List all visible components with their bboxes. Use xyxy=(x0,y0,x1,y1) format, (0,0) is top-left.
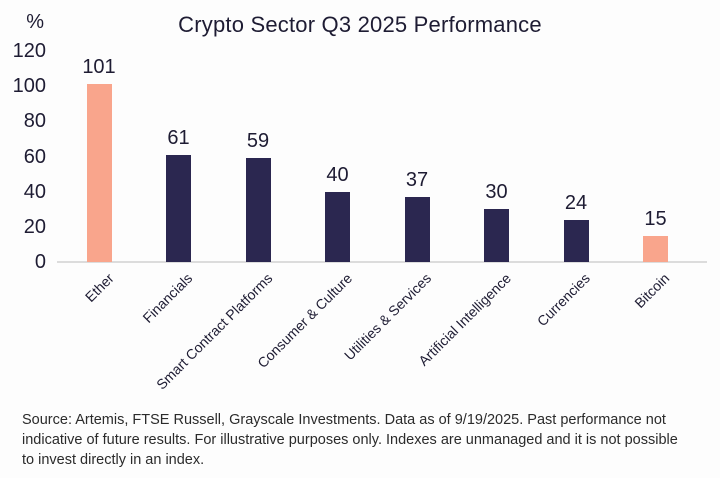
bar xyxy=(245,158,271,262)
x-axis-line xyxy=(57,261,707,263)
bar-value-label: 61 xyxy=(167,127,190,149)
bar-value-label: 37 xyxy=(405,169,429,191)
bar xyxy=(643,236,668,262)
bar-value-label: 30 xyxy=(485,181,508,203)
x-axis-label: Ether xyxy=(81,270,117,305)
y-axis-unit-label: % xyxy=(26,11,44,33)
bar xyxy=(86,84,112,262)
x-axis-label: Financials xyxy=(139,270,196,326)
bar xyxy=(404,197,430,262)
source-disclaimer-line: to invest directly in an index. xyxy=(22,452,205,468)
bar-value-label: 101 xyxy=(82,56,116,78)
bar xyxy=(166,155,191,262)
bar-value-label: 40 xyxy=(326,164,349,186)
y-axis-tick-label: 80 xyxy=(23,110,46,133)
y-axis-tick-label: 60 xyxy=(23,145,46,168)
bar-value-label: 15 xyxy=(644,208,667,230)
chart-title: Crypto Sector Q3 2025 Performance xyxy=(178,12,542,37)
y-axis-tick-label: 0 xyxy=(34,251,46,273)
bar xyxy=(484,209,509,262)
source-disclaimer-line: Source: Artemis, FTSE Russell, Grayscale… xyxy=(22,412,666,428)
x-axis-label: Currencies xyxy=(534,270,594,330)
bar-value-label: 59 xyxy=(246,130,270,152)
bar-value-label: 24 xyxy=(564,192,588,214)
x-axis-label: Utilities & Services xyxy=(341,270,435,364)
bar xyxy=(325,192,350,262)
x-axis-label: Bitcoin xyxy=(631,270,673,312)
y-axis-tick-label: 100 xyxy=(12,75,46,98)
source-disclaimer: Source: Artemis, FTSE Russell, Grayscale… xyxy=(22,410,720,470)
y-axis-tick-label: 40 xyxy=(23,180,46,203)
y-axis-tick-label: 120 xyxy=(12,40,46,62)
source-disclaimer-line: indicative of future results. For illust… xyxy=(22,432,678,448)
y-axis-tick-label: 20 xyxy=(23,215,46,238)
bar xyxy=(563,220,589,262)
